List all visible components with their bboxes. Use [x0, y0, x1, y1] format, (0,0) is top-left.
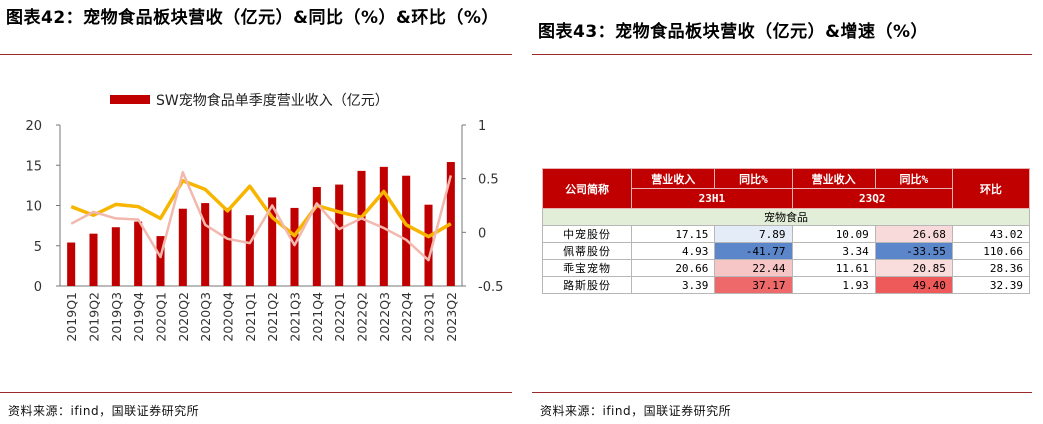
chart-title: 图表42：宠物食品板块营收（亿元）&同比（%）&环比（%）	[6, 8, 499, 28]
rev-h1-cell: 3.39	[631, 276, 716, 294]
x-tick-label: 2022Q4	[399, 292, 414, 342]
bar	[357, 170, 366, 286]
y-tick-label-right: -0.5	[478, 280, 503, 295]
left-panel: 图表42：宠物食品板块营收（亿元）&同比（%）&环比（%） 20 15 10 5 0 1 0…	[0, 0, 520, 424]
bar	[111, 227, 120, 286]
bar	[223, 207, 232, 286]
source-rule	[0, 392, 512, 393]
yoy-q2-cell: -33.55	[874, 242, 953, 260]
qoq-cell: 110.66	[951, 242, 1031, 260]
table-row: 佩蒂股份 4.93 -41.77 3.34 -33.55 110.66	[541, 242, 1031, 260]
revenue-chart: 20 15 10 5 0 1 0.5 0 -0.5 2019Q1 2019Q2 2019Q3 2019Q…	[25, 92, 503, 342]
table-row: 中宠股份 17.15 7.89 10.09 26.68 43.02	[541, 225, 1031, 243]
table-row: 路斯股份 3.39 37.17 1.93 49.40 32.39	[541, 276, 1031, 294]
right-panel: 图表43：宠物食品板块营收（亿元）&增速（%） 公司简称 营业收入 同比% 营业…	[532, 0, 1043, 424]
col-company: 公司简称	[541, 168, 633, 209]
yoy-h1-cell: 7.89	[714, 225, 793, 243]
bar	[201, 203, 210, 286]
bar	[402, 175, 411, 286]
y-tick-label-left: 20	[25, 119, 42, 134]
bar	[245, 215, 254, 286]
legend-label: SW宠物食品单季度营业收入（亿元）	[156, 92, 389, 109]
x-tick-label: 2023Q1	[422, 292, 437, 342]
y-tick-label-right: 0	[478, 226, 486, 241]
x-tick-label: 2019Q4	[131, 292, 146, 342]
x-tick-label: 2022Q3	[377, 292, 392, 342]
x-tick-label: 2021Q3	[288, 292, 303, 342]
x-tick-label: 2019Q2	[87, 292, 102, 342]
table-title: 图表43：宠物食品板块营收（亿元）&增速（%）	[538, 22, 929, 42]
x-tick-label: 2021Q1	[243, 292, 258, 342]
bar	[89, 233, 98, 286]
col-rev-q2: 营业收入	[791, 168, 876, 189]
source-rule	[532, 392, 1032, 393]
company-table: 公司简称 营业收入 同比% 营业收入 同比% 环比 23H1 23Q2 宠物食品…	[541, 168, 1031, 294]
col-qoq: 环比	[951, 168, 1031, 209]
x-tick-label: 2022Q1	[332, 292, 347, 342]
company-name: 路斯股份	[541, 276, 633, 294]
company-name: 佩蒂股份	[541, 242, 633, 260]
bar	[379, 166, 388, 286]
yoy-q2-cell: 26.68	[874, 225, 953, 243]
col-yoy-q2: 同比%	[874, 168, 953, 189]
yoy-h1-cell: 37.17	[714, 276, 793, 294]
rev-q2-cell: 1.93	[791, 276, 876, 294]
bar	[335, 184, 344, 286]
rev-q2-cell: 11.61	[791, 259, 876, 277]
qoq-cell: 28.36	[951, 259, 1031, 277]
y-tick-label-right: 1	[478, 119, 486, 134]
x-tick-label: 2020Q4	[221, 292, 236, 342]
rev-h1-cell: 17.15	[631, 225, 716, 243]
x-tick-label: 2019Q3	[109, 292, 124, 342]
qoq-cell: 32.39	[951, 276, 1031, 294]
period-h1: 23H1	[631, 188, 793, 209]
qoq-cell: 43.02	[951, 225, 1031, 243]
company-name: 乖宝宠物	[541, 259, 633, 277]
x-tick-label: 2020Q3	[198, 292, 213, 342]
yoy-q2-cell: 49.40	[874, 276, 953, 294]
y-tick-label-left: 15	[25, 159, 42, 174]
y-tick-label-left: 10	[25, 200, 42, 215]
rev-q2-cell: 3.34	[791, 242, 876, 260]
table-row: 乖宝宠物 20.66 22.44 11.61 20.85 28.36	[541, 259, 1031, 277]
x-tick-label: 2019Q1	[64, 292, 79, 342]
bar	[178, 208, 187, 286]
bar	[424, 204, 433, 286]
qoq-line	[70, 170, 453, 262]
col-rev-h1: 营业收入	[631, 168, 716, 189]
y-tick-label-left: 0	[34, 280, 42, 295]
bar	[268, 197, 277, 286]
yoy-line	[70, 179, 452, 239]
period-q2: 23Q2	[791, 188, 953, 209]
x-tick-label: 2020Q1	[154, 292, 169, 342]
rev-q2-cell: 10.09	[791, 225, 876, 243]
yoy-h1-cell: -41.77	[714, 242, 793, 260]
title-rule	[532, 54, 1032, 55]
bar	[67, 242, 76, 286]
company-name: 中宠股份	[541, 225, 633, 243]
y-tick-label-right: 0.5	[478, 173, 499, 188]
yoy-h1-cell: 22.44	[714, 259, 793, 277]
y-tick-label-left: 5	[34, 240, 42, 255]
col-yoy-h1: 同比%	[714, 168, 793, 189]
rev-h1-cell: 4.93	[631, 242, 716, 260]
yoy-q2-cell: 20.85	[874, 259, 953, 277]
title-rule	[0, 54, 512, 55]
bar	[312, 186, 321, 286]
x-tick-label: 2022Q2	[355, 292, 370, 342]
table-source: 资料来源：ifind，国联证券研究所	[540, 404, 732, 418]
bar	[156, 236, 165, 286]
x-tick-label: 2020Q2	[176, 292, 191, 342]
rev-h1-cell: 20.66	[631, 259, 716, 277]
group-row: 宠物食品	[542, 208, 1030, 226]
legend-swatch	[110, 95, 150, 104]
bar	[134, 221, 143, 286]
x-tick-label: 2023Q2	[444, 292, 459, 342]
bar	[290, 207, 299, 286]
x-tick-label: 2021Q2	[265, 292, 280, 342]
x-tick-label: 2021Q4	[310, 292, 325, 342]
chart-source: 资料来源：ifind，国联证券研究所	[8, 404, 200, 418]
